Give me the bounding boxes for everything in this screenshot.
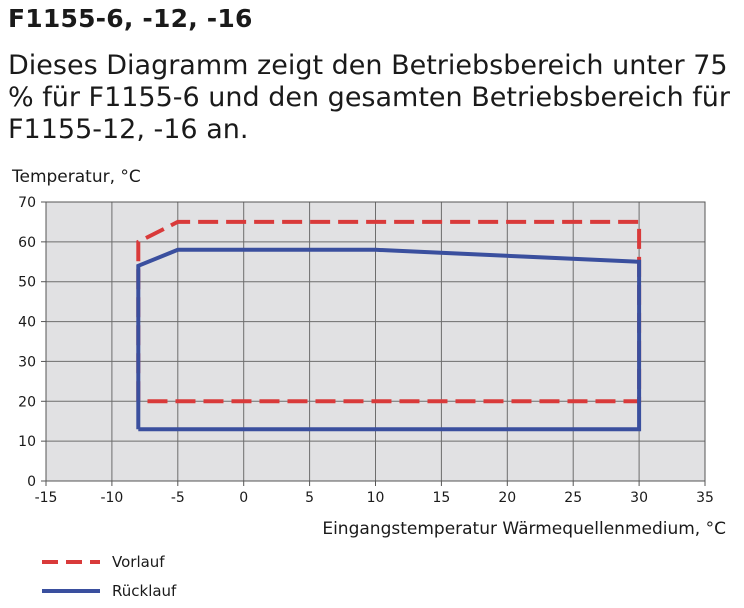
x-tick-label: 30 [630,490,648,506]
legend: Vorlauf Rücklauf [42,553,177,600]
x-tick-label: -15 [35,490,58,506]
x-tick-label: 0 [239,490,248,506]
x-tick-label: 15 [432,490,450,506]
x-tick-label: 25 [564,490,582,506]
x-tick-label: 35 [696,490,714,506]
chart-description: Dieses Diagramm zeigt den Betriebsbereic… [8,50,730,145]
y-tick-label: 10 [18,434,36,450]
y-tick-label: 0 [27,474,36,490]
y-axis-label: Temperatur, °C [11,167,141,187]
legend-label-ruecklauf: Rücklauf [112,582,177,600]
x-axis-label: Eingangstemperatur Wärmequellenmedium, °… [322,519,726,539]
series-lines [136,219,642,432]
x-tick-label: 10 [367,490,385,506]
x-tick-label: 5 [305,490,314,506]
series-line-ruecklauf [136,247,642,432]
x-tick-label: 20 [498,490,516,506]
plot-area-frame [45,201,706,482]
legend-label-vorlauf: Vorlauf [112,553,165,571]
y-tick-label: 70 [18,195,36,211]
tick-labels: -15 -10 -5 0 5 10 15 20 25 30 35 0 10 20 30 40 50 60 70 [18,195,714,506]
x-tick-label: -10 [100,490,123,506]
y-tick-label: 40 [18,315,36,331]
grid-lines [41,201,706,486]
y-tick-label: 60 [18,235,36,251]
series-line-vorlauf [136,219,642,404]
page-title: F1155-6, -12, -16 [8,4,253,33]
y-tick-label: 20 [18,394,36,410]
y-tick-label: 50 [18,275,36,291]
x-tick-label: -5 [171,490,185,506]
y-tick-label: 30 [18,354,36,370]
